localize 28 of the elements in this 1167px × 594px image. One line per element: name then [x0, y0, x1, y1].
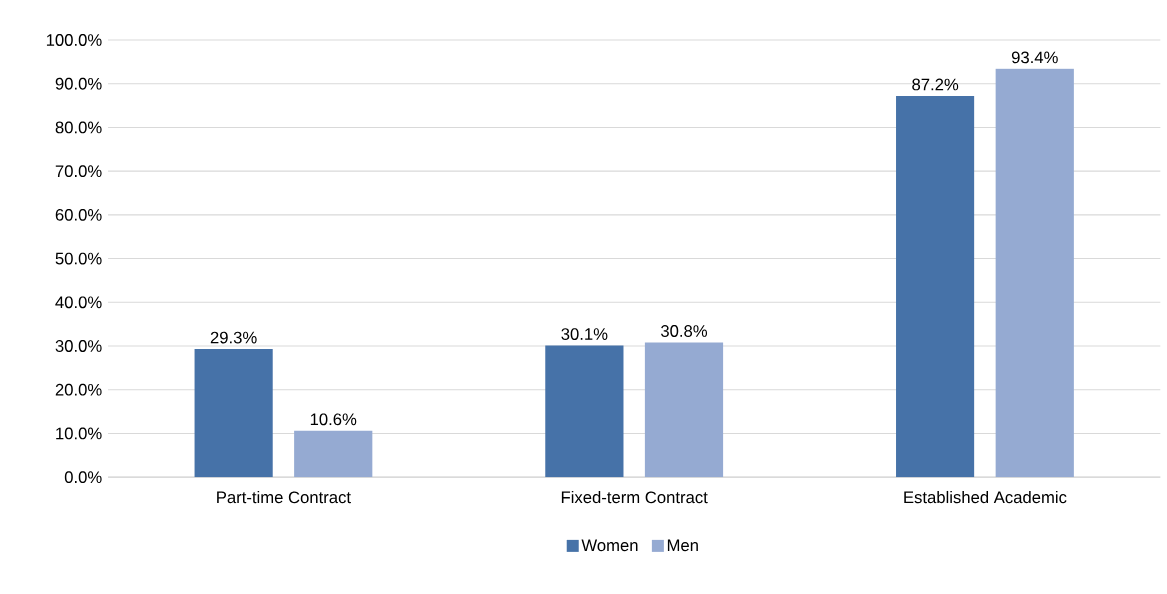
x-tick-label: Part-time Contract: [217, 490, 351, 504]
y-tick-label: 0.0%: [64, 471, 102, 483]
data-label: 30.8%: [660, 325, 708, 337]
y-tick-label: 10.0%: [56, 427, 102, 440]
bar: [896, 95, 975, 478]
y-tick-label: 100.0%: [46, 34, 102, 46]
bar: [995, 68, 1074, 478]
x-tick-label: Established Academic: [904, 490, 1067, 504]
data-label: 29.3%: [210, 331, 257, 344]
y-tick-label: 90.0%: [55, 77, 102, 90]
data-label: 93.4%: [1011, 51, 1058, 64]
data-label: 10.6%: [310, 413, 357, 426]
y-tick-label: 40.0%: [55, 296, 102, 309]
bar: [545, 345, 624, 478]
y-tick-label: 60.0%: [55, 208, 102, 221]
bar: [194, 348, 273, 478]
y-tick-label: 20.0%: [55, 383, 102, 396]
bar: [294, 430, 373, 478]
bar: [644, 342, 724, 478]
data-label: 30.1%: [561, 328, 608, 340]
y-tick-label: 80.0%: [55, 121, 102, 134]
data-label: 87.2%: [912, 78, 959, 91]
x-tick-label: Fixed-term Contract: [561, 490, 708, 504]
legend-label: Women: [581, 539, 638, 552]
y-tick-label: 70.0%: [55, 165, 102, 177]
y-tick-label: 50.0%: [55, 252, 102, 265]
legend-label: Men: [667, 539, 698, 552]
y-tick-label: 30.0%: [55, 340, 102, 352]
